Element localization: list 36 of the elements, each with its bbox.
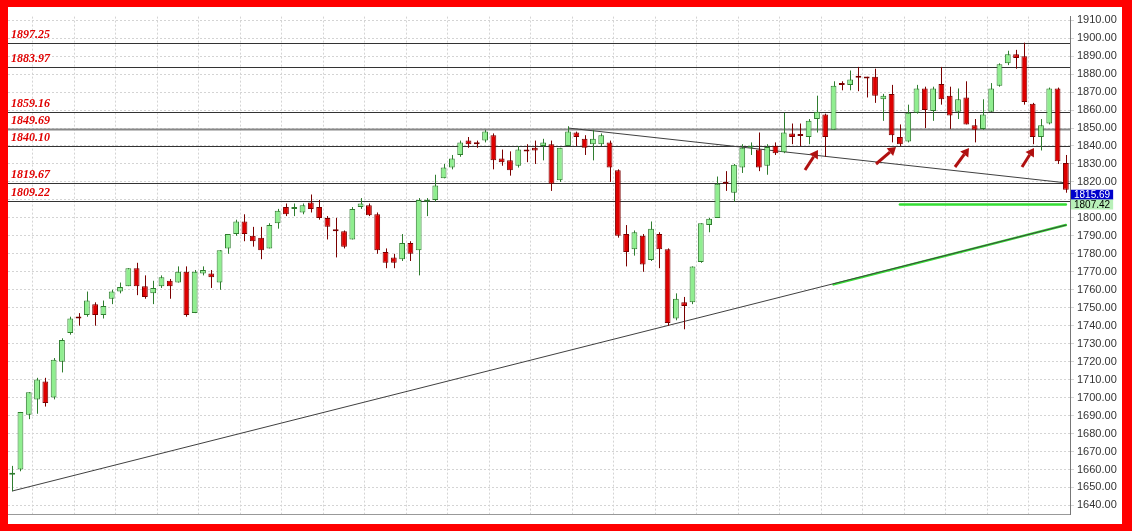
y-tick-label: 1840.00 bbox=[1077, 139, 1117, 152]
y-tick-label: 1640.00 bbox=[1077, 498, 1117, 511]
text: 1807.42 bbox=[1074, 198, 1111, 210]
y-tick-label: 1720.00 bbox=[1077, 354, 1117, 367]
y-tick-label: 1750.00 bbox=[1077, 300, 1117, 313]
y-tick-label: 1850.00 bbox=[1077, 121, 1117, 134]
y-tick-label: 1690.00 bbox=[1077, 408, 1117, 421]
y-tick-label: 1800.00 bbox=[1077, 210, 1117, 223]
y-tick-label: 1910.00 bbox=[1077, 13, 1117, 26]
y-tick-label: 1860.00 bbox=[1077, 103, 1117, 116]
y-tick-label: 1900.00 bbox=[1077, 31, 1117, 44]
ref-line-label: 1840.10 bbox=[11, 129, 50, 144]
y-tick-label: 1730.00 bbox=[1077, 336, 1117, 349]
y-tick-label: 1700.00 bbox=[1077, 390, 1117, 403]
y-tick-label: 1890.00 bbox=[1077, 49, 1117, 62]
y-tick-label: 1660.00 bbox=[1077, 462, 1117, 475]
y-tick-label: 1770.00 bbox=[1077, 264, 1117, 277]
y-tick-label: 1650.00 bbox=[1077, 480, 1117, 493]
ref-line-label: 1897.25 bbox=[11, 26, 50, 41]
y-tick-label: 1870.00 bbox=[1077, 85, 1117, 98]
ref-line-label: 1819.67 bbox=[11, 166, 51, 181]
y-tick-label: 1740.00 bbox=[1077, 318, 1117, 331]
ref-line-label: 1849.69 bbox=[11, 112, 50, 127]
y-tick-label: 1830.00 bbox=[1077, 156, 1117, 169]
y-tick-label: 1780.00 bbox=[1077, 246, 1117, 259]
ref-line-label: 1809.22 bbox=[11, 184, 50, 199]
y-tick-label: 1880.00 bbox=[1077, 67, 1117, 80]
ref-line-label: 1883.97 bbox=[11, 50, 51, 65]
y-tick-label: 1820.00 bbox=[1077, 174, 1117, 187]
text: 1815.69 bbox=[1074, 188, 1111, 200]
y-tick-label: 1710.00 bbox=[1077, 372, 1117, 385]
y-tick-label: 1670.00 bbox=[1077, 444, 1117, 457]
y-tick-label: 1790.00 bbox=[1077, 228, 1117, 241]
ref-line-label: 1859.16 bbox=[11, 95, 50, 110]
y-tick-label: 1680.00 bbox=[1077, 426, 1117, 439]
y-tick-label: 1760.00 bbox=[1077, 282, 1117, 295]
